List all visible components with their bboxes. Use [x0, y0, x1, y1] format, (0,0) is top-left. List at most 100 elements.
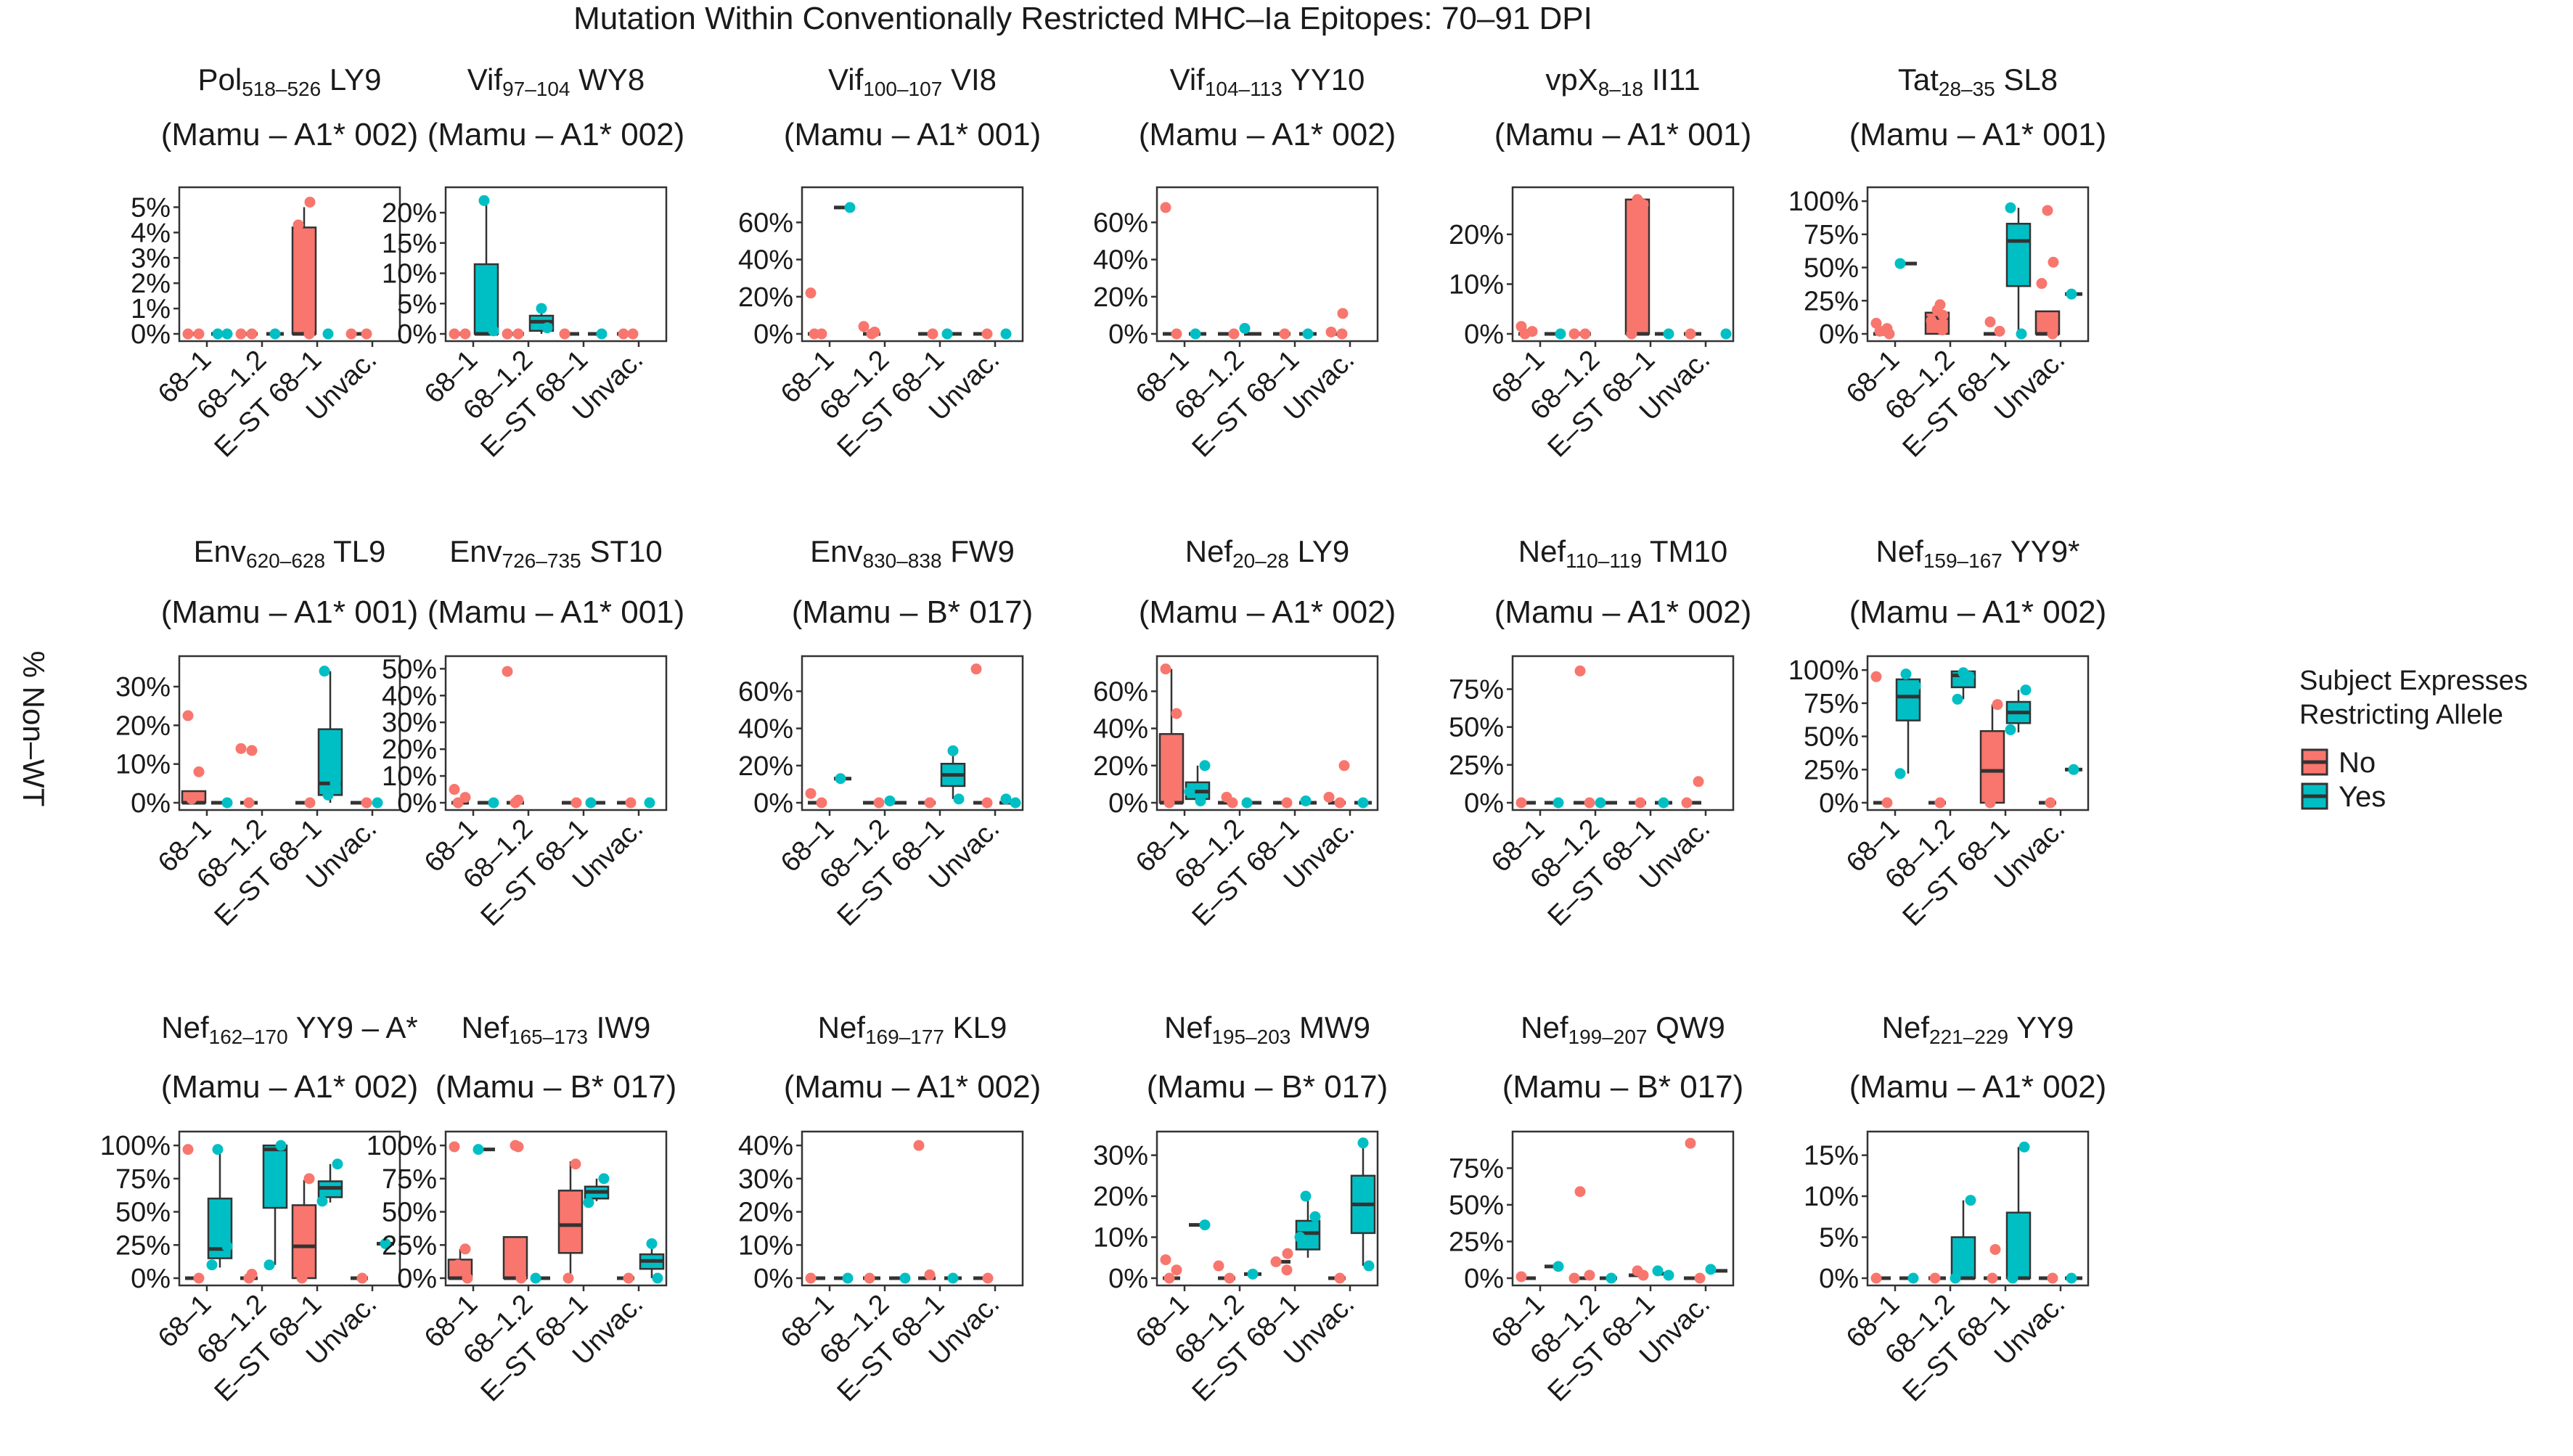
y-tick-label: 10% [1804, 1182, 1859, 1212]
point-no [1883, 328, 1895, 340]
panel-area [1511, 1130, 1735, 1287]
point-yes [263, 1259, 275, 1271]
point-yes [1247, 1268, 1259, 1280]
panel-allele: (Mamu – B* 017) [1147, 1069, 1388, 1105]
panel-area [1866, 1130, 2090, 1287]
point-yes [1720, 328, 1732, 340]
point-yes [322, 789, 334, 801]
y-tick-label: 50% [115, 1198, 171, 1228]
panel-area [178, 655, 401, 811]
point-yes [585, 797, 597, 809]
point-yes [947, 745, 959, 756]
point-yes [1195, 795, 1206, 806]
point-yes [1595, 797, 1606, 809]
y-tick-label: 20% [1093, 751, 1148, 782]
panel-title-range: 8–18 [1598, 78, 1643, 100]
point-no [1160, 202, 1171, 213]
y-tick-label: 30% [115, 672, 171, 703]
point-no [1984, 316, 1996, 328]
point-yes [1309, 1211, 1321, 1222]
panel-title-epitope: YY10 [1283, 62, 1365, 97]
panel-title-range: 162–170 [209, 1026, 288, 1048]
point-yes [541, 322, 553, 334]
point-no [2047, 1272, 2058, 1284]
point-no [1171, 708, 1182, 719]
point-yes [652, 1272, 663, 1284]
y-tick-label: 10% [382, 259, 437, 290]
point-no [866, 328, 878, 340]
box-body [262, 1144, 288, 1209]
point-no [805, 287, 817, 299]
box-body [473, 263, 499, 335]
box-body [2005, 222, 2032, 287]
point-no [459, 328, 471, 340]
point-no [1323, 791, 1335, 803]
point-no [1881, 797, 1893, 809]
point-no [1693, 776, 1704, 788]
point-no [304, 196, 316, 208]
panel-title: Nef195–203 MW9 [1164, 1010, 1370, 1048]
point-no [2048, 256, 2059, 268]
point-no [563, 1272, 574, 1284]
panel-title-epitope: YY9* [2003, 534, 2080, 568]
point-yes [1000, 793, 1012, 805]
point-yes [1241, 797, 1253, 809]
point-no [924, 1269, 936, 1280]
y-tick-label: 0% [397, 319, 437, 350]
y-tick-label: 50% [1804, 253, 1859, 284]
point-yes [1894, 258, 1906, 269]
panel-title: Nef221–229 YY9 [1882, 1010, 2074, 1048]
panel-area [801, 1130, 1024, 1287]
point-yes [583, 1197, 594, 1208]
point-no [2047, 328, 2058, 340]
legend-item-yes: Yes [2301, 781, 2386, 813]
point-yes [322, 328, 334, 340]
y-tick-label: 60% [738, 208, 793, 238]
panel-allele: (Mamu – A1* 002) [784, 1069, 1042, 1105]
y-tick-label: 20% [738, 282, 793, 313]
point-no [1994, 325, 2005, 337]
box-yes [262, 1144, 288, 1265]
panel-title-protein: Vif [467, 62, 503, 97]
point-yes [316, 1195, 328, 1207]
panel-allele: (Mamu – A1* 002) [1494, 594, 1752, 630]
point-yes [1010, 797, 1021, 809]
panel-title: Env620–628 TL9 [194, 534, 386, 572]
panel-title-protein: Vif [1170, 62, 1206, 97]
y-tick-label: 30% [738, 1164, 793, 1195]
y-tick-label: 60% [738, 676, 793, 707]
point-no [1694, 1272, 1706, 1284]
y-tick-label: 0% [131, 319, 171, 350]
panel-title-epitope: QW9 [1648, 1010, 1725, 1044]
point-yes [2066, 288, 2077, 300]
point-yes [1963, 671, 1975, 682]
y-tick-label: 0% [753, 319, 793, 350]
y-tick-label: 0% [397, 788, 437, 819]
point-no [512, 328, 524, 340]
point-yes [1900, 668, 1912, 680]
point-no [1213, 1260, 1224, 1272]
y-tick-label: 50% [1449, 1190, 1504, 1221]
y-tick-label: 25% [1449, 1227, 1504, 1257]
y-tick-label: 5% [1819, 1223, 1859, 1253]
point-no [1227, 797, 1238, 809]
point-yes [2018, 1141, 2030, 1153]
figure-title: Mutation Within Conventionally Restricte… [573, 1, 1592, 36]
box-yes [1350, 1142, 1376, 1267]
point-yes [221, 797, 233, 809]
point-no [1228, 328, 1240, 340]
point-yes [212, 1144, 224, 1156]
y-tick-label: 10% [1093, 1223, 1148, 1253]
point-no [805, 1272, 817, 1284]
point-yes [941, 328, 953, 340]
point-no [1515, 1271, 1527, 1283]
y-tick-label: 30% [382, 708, 437, 738]
panel-title-range: 159–167 [1923, 549, 2003, 572]
box-yes [2005, 1147, 2032, 1280]
box-no [1158, 668, 1185, 805]
y-tick-label: 0% [131, 788, 171, 819]
legend-title-line1: Subject Expresses [2299, 666, 2528, 696]
point-no [1874, 325, 1886, 337]
point-yes [598, 1173, 610, 1185]
panel-title: Nef110–119 TM10 [1518, 534, 1728, 572]
